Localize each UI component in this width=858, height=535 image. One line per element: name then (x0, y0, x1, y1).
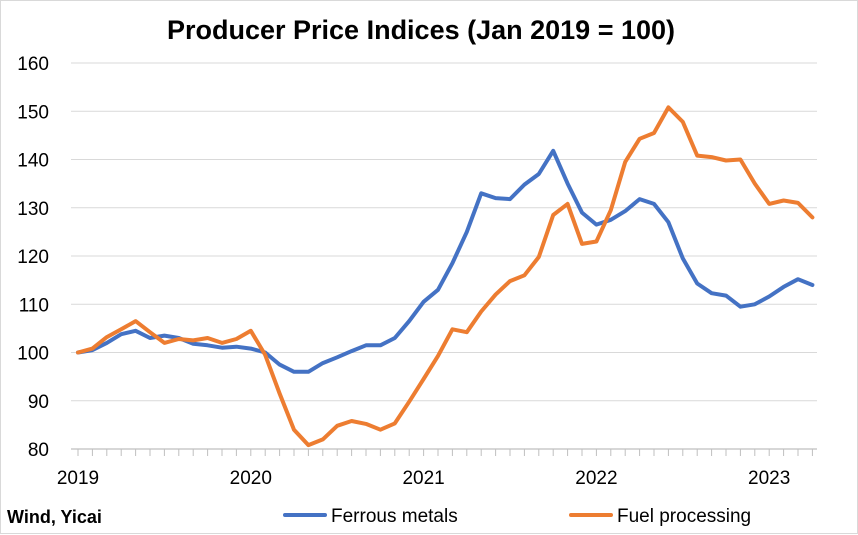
legend-label: Fuel processing (617, 506, 751, 527)
series-line-fuel-processing (76, 105, 815, 448)
x-tick-label: 2022 (575, 468, 617, 489)
y-tick-label: 130 (17, 199, 49, 220)
y-tick-label: 80 (28, 440, 49, 461)
y-tick-label: 100 (17, 344, 49, 365)
series-line-ferrous-metals (76, 148, 815, 374)
x-tick-label: 2019 (57, 468, 99, 489)
x-axis: 2019 2020 2021 2022 2023 (57, 448, 817, 489)
x-tick-label: 2021 (402, 468, 444, 489)
y-tick-label: 160 (17, 54, 49, 75)
y-tick-label: 150 (17, 102, 49, 123)
x-tick-label: 2023 (748, 468, 790, 489)
y-axis-tick-labels: 80 90 100 110 120 130 140 150 160 (17, 54, 49, 461)
source-label: Wind, Yicai (7, 507, 102, 527)
legend-label: Ferrous metals (331, 506, 458, 527)
x-tick-label: 2020 (230, 468, 272, 489)
y-tick-label: 110 (19, 295, 49, 316)
chart-title: Producer Price Indices (Jan 2019 = 100) (167, 15, 675, 45)
y-tick-label: 140 (17, 151, 49, 172)
y-tick-label: 90 (28, 392, 49, 413)
series-lines (76, 105, 815, 448)
gridlines (71, 62, 817, 402)
legend: Ferrous metals Fuel processing (283, 506, 751, 527)
y-tick-label: 120 (17, 247, 49, 268)
